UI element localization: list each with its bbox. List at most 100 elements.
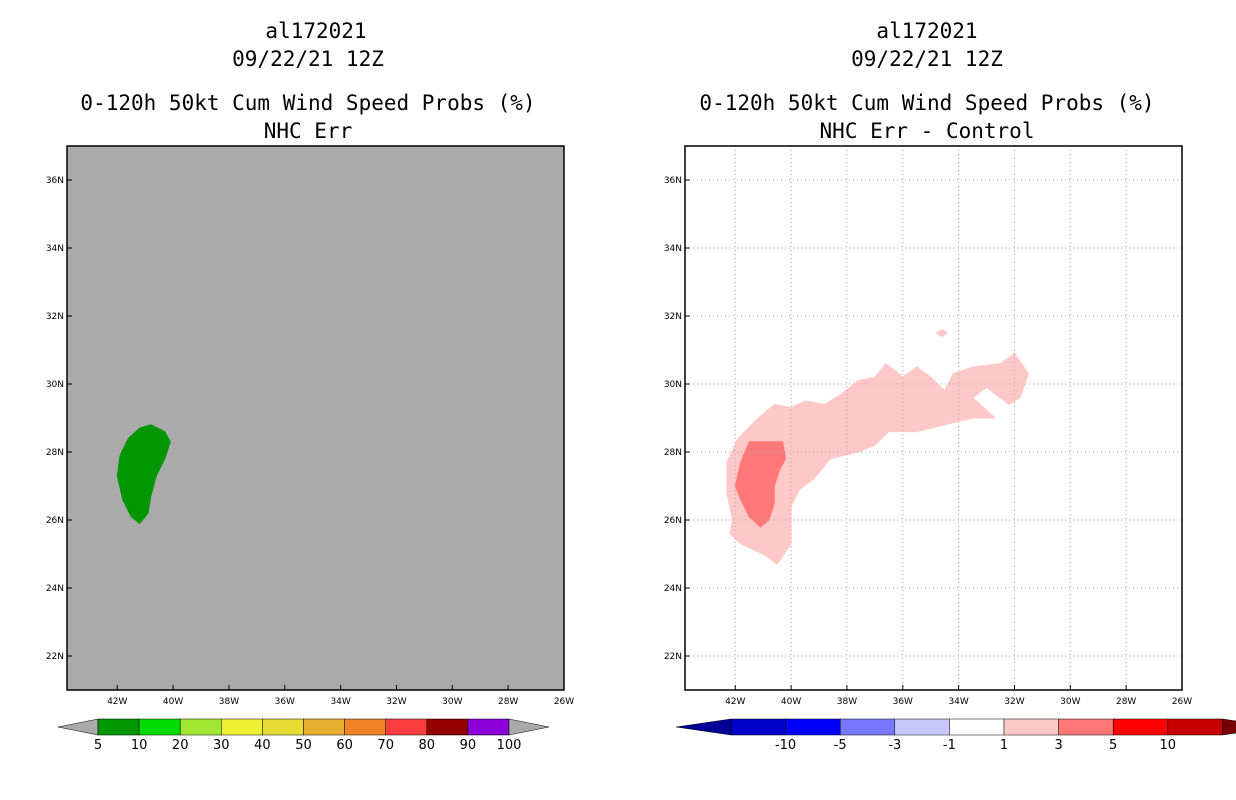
right-y-axis: 22N 24N 26N 28N 30N 32N 34N 36N bbox=[664, 176, 690, 662]
colorbar-swatch bbox=[262, 718, 304, 736]
right-storm-id: al172021 bbox=[876, 19, 977, 43]
contour-region-5-10 bbox=[116, 424, 171, 525]
colorbar-swatch bbox=[785, 718, 841, 736]
colorbar-label: 3 bbox=[1054, 738, 1062, 753]
right-datetime: 09/22/21 12Z bbox=[851, 47, 1003, 71]
colorbar-swatch bbox=[138, 718, 181, 736]
left-contour-regions bbox=[116, 424, 171, 525]
colorbar-under-triangle bbox=[57, 718, 99, 736]
x-tick-label: 32W bbox=[386, 697, 406, 707]
y-tick-label: 22N bbox=[664, 652, 682, 662]
x-tick-label: 28W bbox=[498, 697, 518, 707]
y-tick-label: 22N bbox=[46, 652, 64, 662]
x-tick-label: 30W bbox=[1060, 697, 1080, 707]
colorbar-label: 90 bbox=[460, 738, 477, 753]
colorbar-label: 60 bbox=[336, 738, 353, 753]
colorbar-label: 50 bbox=[295, 738, 312, 753]
right-subtitle: NHC Err - Control bbox=[820, 119, 1035, 143]
contour-region-1-3 bbox=[935, 329, 949, 337]
x-tick-label: 26W bbox=[554, 697, 574, 707]
colorbar-label: -3 bbox=[888, 738, 901, 753]
colorbar-label: -1 bbox=[943, 738, 956, 753]
left-y-axis: 22N 24N 26N 28N 30N 32N 34N 36N bbox=[46, 176, 72, 662]
right-x-axis: 42W 40W 38W 36W 34W 32W 30W 28W 26W bbox=[725, 685, 1192, 707]
y-tick-label: 28N bbox=[664, 448, 682, 458]
y-tick-label: 34N bbox=[46, 244, 64, 254]
colorbar-label: 20 bbox=[172, 738, 189, 753]
colorbar-swatch bbox=[467, 718, 510, 736]
colorbar-swatch bbox=[839, 718, 896, 736]
y-tick-label: 24N bbox=[46, 584, 64, 594]
colorbar-swatch bbox=[1003, 718, 1059, 736]
left-panel: al172021 09/22/21 12Z 0-120h 50kt Cum Wi… bbox=[46, 19, 574, 753]
x-tick-label: 36W bbox=[275, 697, 295, 707]
y-tick-label: 26N bbox=[46, 516, 64, 526]
colorbar-label: 10 bbox=[1160, 738, 1177, 753]
x-tick-label: 40W bbox=[781, 697, 801, 707]
y-tick-label: 30N bbox=[664, 380, 682, 390]
y-tick-label: 24N bbox=[664, 584, 682, 594]
y-tick-label: 36N bbox=[46, 176, 64, 186]
x-tick-label: 42W bbox=[107, 697, 127, 707]
x-tick-label: 28W bbox=[1116, 697, 1136, 707]
left-plot-frame bbox=[66, 145, 565, 691]
colorbar-swatch bbox=[426, 718, 469, 736]
colorbar-swatch bbox=[949, 718, 1005, 736]
colorbar-label: 5 bbox=[94, 738, 102, 753]
left-storm-id: al172021 bbox=[265, 19, 366, 43]
colorbar-label: 30 bbox=[213, 738, 230, 753]
y-tick-label: 30N bbox=[46, 380, 64, 390]
colorbar-over-triangle bbox=[1222, 718, 1236, 736]
colorbar-label: -5 bbox=[834, 738, 847, 753]
contour-region-1-3 bbox=[726, 352, 1029, 565]
colorbar-swatch bbox=[303, 718, 345, 736]
colorbar-label: 10 bbox=[131, 738, 148, 753]
colorbar-swatch bbox=[1167, 718, 1223, 736]
left-x-axis: 42W 40W 38W 36W 34W 32W 30W 28W 26W bbox=[107, 685, 574, 707]
right-colorbar: -10 -5 -3 -1 1 3 5 10 bbox=[675, 718, 1236, 753]
colorbar-swatch bbox=[179, 718, 222, 736]
colorbar-swatch bbox=[344, 718, 386, 736]
x-tick-label: 40W bbox=[163, 697, 183, 707]
left-plot-background bbox=[67, 146, 564, 690]
x-tick-label: 42W bbox=[725, 697, 745, 707]
x-tick-label: 38W bbox=[219, 697, 239, 707]
colorbar-under-triangle bbox=[675, 718, 732, 736]
x-tick-label: 36W bbox=[893, 697, 913, 707]
right-title: 0-120h 50kt Cum Wind Speed Probs (%) bbox=[699, 91, 1154, 115]
left-title: 0-120h 50kt Cum Wind Speed Probs (%) bbox=[80, 91, 535, 115]
colorbar-swatch bbox=[385, 718, 428, 736]
x-tick-label: 30W bbox=[442, 697, 462, 707]
colorbar-label: 100 bbox=[497, 738, 522, 753]
x-tick-label: 34W bbox=[948, 697, 968, 707]
colorbar-swatch bbox=[97, 718, 140, 736]
right-contour-regions bbox=[726, 329, 1029, 565]
y-tick-label: 26N bbox=[664, 516, 682, 526]
y-tick-label: 34N bbox=[664, 244, 682, 254]
x-tick-label: 26W bbox=[1172, 697, 1192, 707]
colorbar-label: -10 bbox=[775, 738, 796, 753]
colorbar-swatch bbox=[221, 718, 263, 736]
colorbar-swatch bbox=[894, 718, 950, 736]
y-tick-label: 28N bbox=[46, 448, 64, 458]
colorbar-swatch bbox=[1112, 718, 1169, 736]
y-tick-label: 36N bbox=[664, 176, 682, 186]
left-colorbar: 5 10 20 30 40 50 60 70 80 90 100 bbox=[57, 718, 550, 753]
right-panel: al172021 09/22/21 12Z 0-120h 50kt Cum Wi… bbox=[664, 19, 1236, 753]
colorbar-label: 40 bbox=[254, 738, 271, 753]
colorbar-swatch bbox=[1058, 718, 1114, 736]
colorbar-swatch bbox=[730, 718, 786, 736]
colorbar-label: 70 bbox=[377, 738, 394, 753]
colorbar-label: 5 bbox=[1109, 738, 1117, 753]
colorbar-label: 1 bbox=[1000, 738, 1008, 753]
colorbar-over-triangle bbox=[508, 718, 550, 736]
left-subtitle: NHC Err bbox=[264, 119, 353, 143]
x-tick-label: 38W bbox=[837, 697, 857, 707]
left-datetime: 09/22/21 12Z bbox=[232, 47, 384, 71]
colorbar-label: 80 bbox=[419, 738, 436, 753]
y-tick-label: 32N bbox=[664, 312, 682, 322]
x-tick-label: 34W bbox=[330, 697, 350, 707]
y-tick-label: 32N bbox=[46, 312, 64, 322]
right-plot-frame bbox=[684, 145, 1183, 691]
